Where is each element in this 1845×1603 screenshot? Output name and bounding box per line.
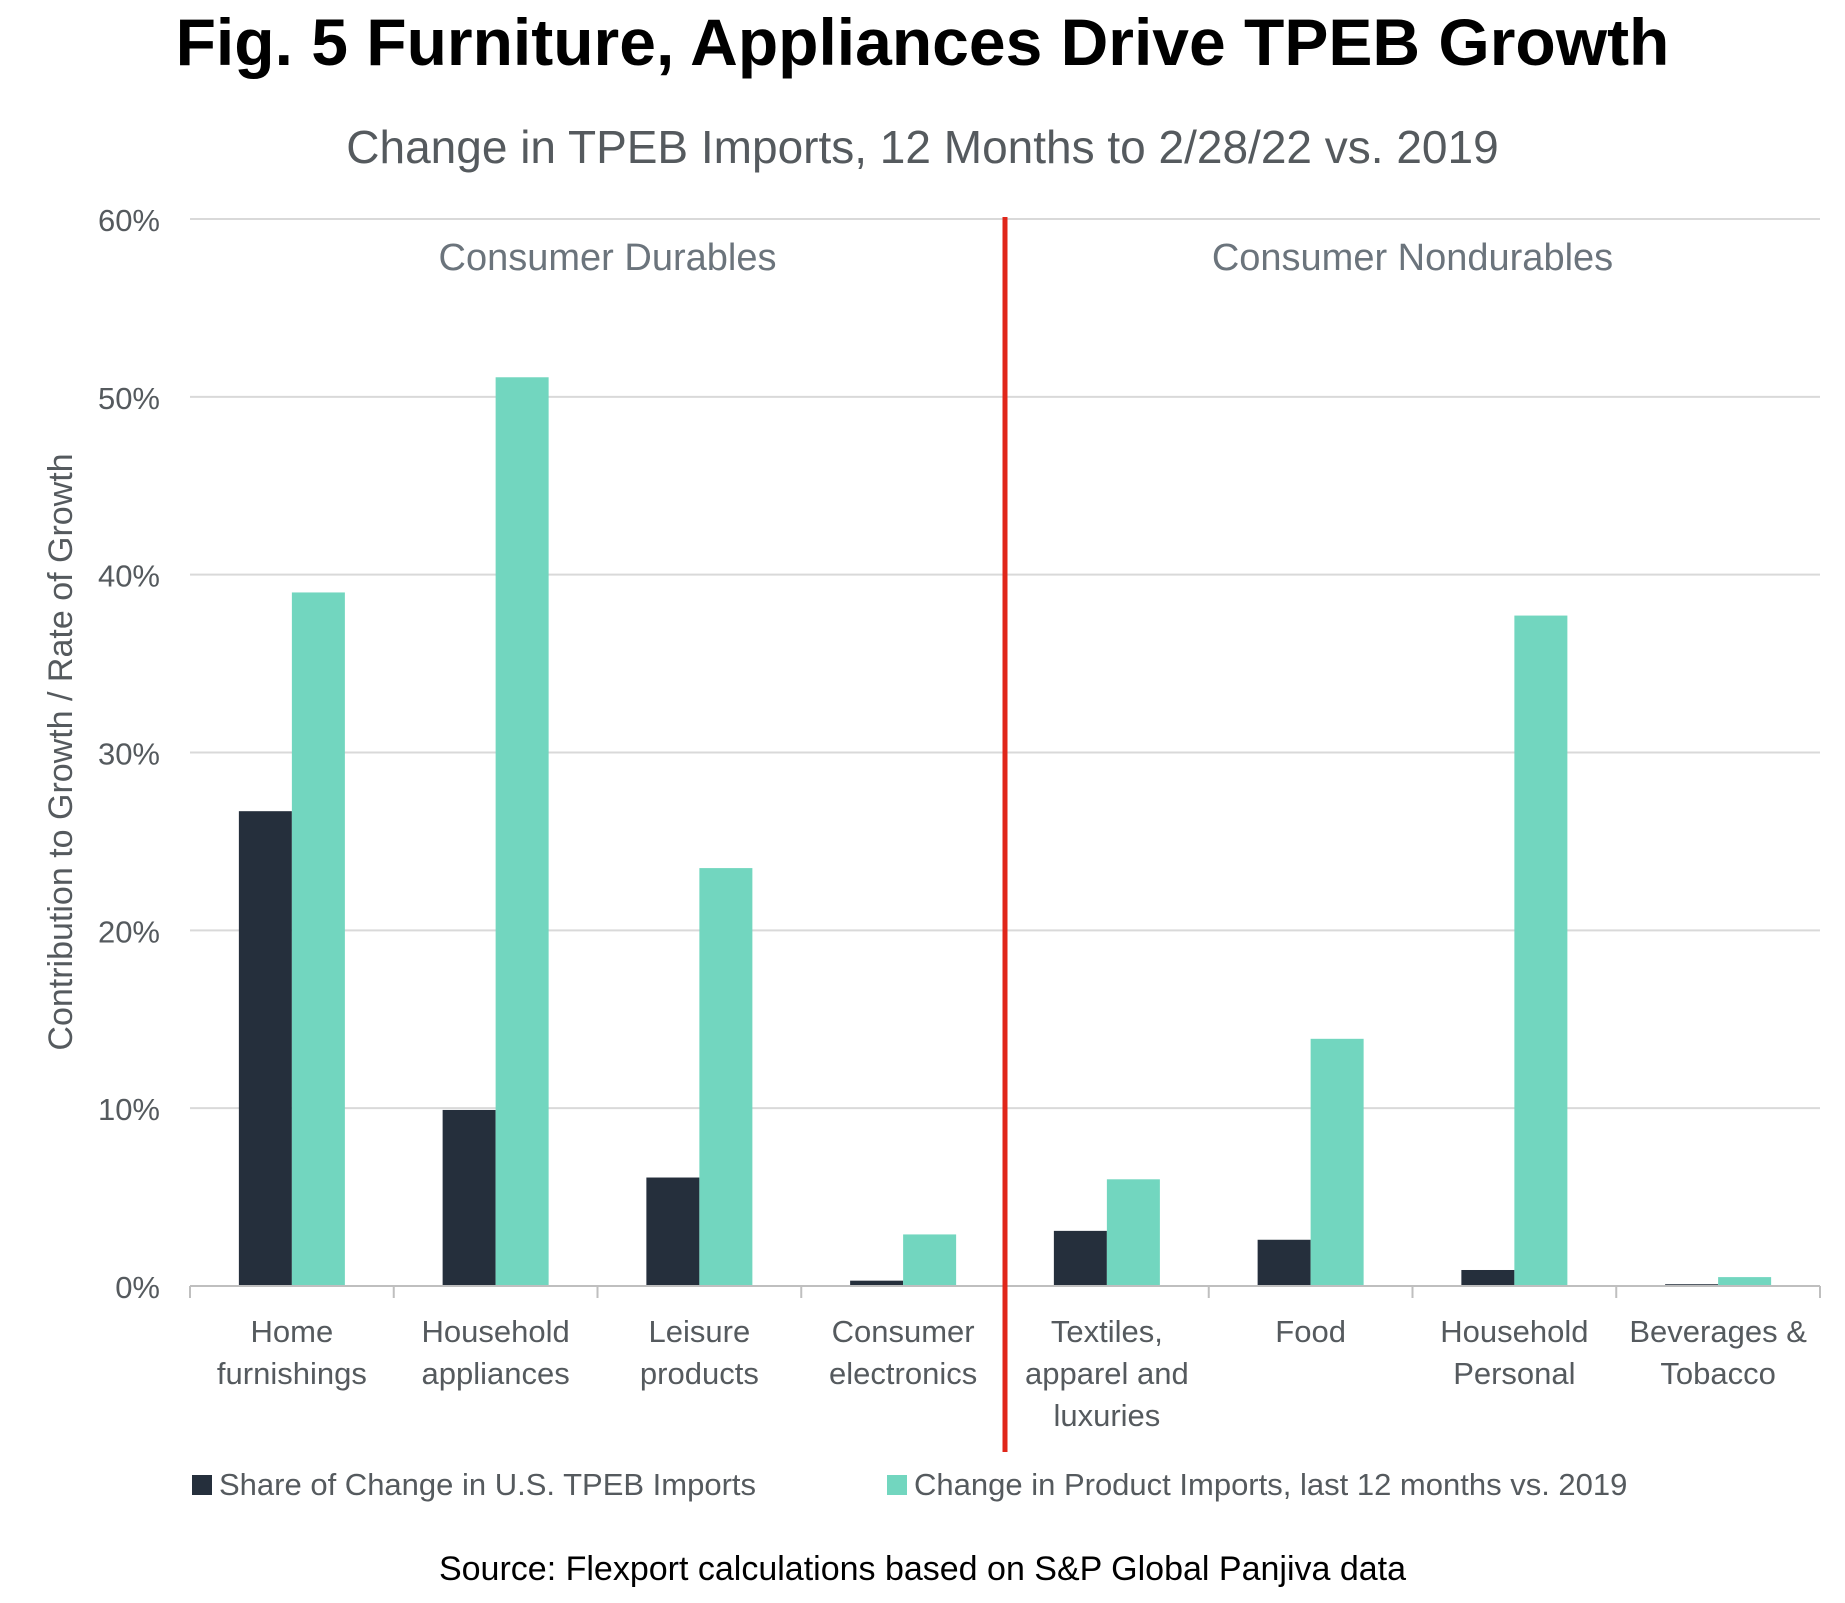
chart-title: Fig. 5 Furniture, Appliances Drive TPEB … xyxy=(175,5,1670,79)
legend-label-share: Share of Change in U.S. TPEB Imports xyxy=(219,1467,756,1502)
group-label-nondurables: Consumer Nondurables xyxy=(1212,237,1613,279)
group-labels: Consumer Durables Consumer Nondurables xyxy=(439,237,1614,279)
legend-label-product: Change in Product Imports, last 12 month… xyxy=(914,1467,1627,1502)
bar-share-of-change xyxy=(442,1109,496,1286)
y-tick-label: 30% xyxy=(98,737,160,772)
y-tick-label: 60% xyxy=(98,203,160,238)
bar-product-change xyxy=(291,592,345,1286)
x-tick-label: Household Personal xyxy=(1440,1314,1588,1391)
y-tick-label: 50% xyxy=(98,381,160,416)
x-tick-label: Leisure products xyxy=(640,1314,759,1391)
x-tick-label: Textiles, apparel and luxuries xyxy=(1025,1314,1189,1433)
x-tick-label: Home furnishings xyxy=(217,1314,367,1391)
bar-product-change xyxy=(1514,615,1568,1286)
legend-swatch-share xyxy=(192,1475,212,1495)
bar-product-change xyxy=(903,1234,957,1286)
bar-product-change xyxy=(1718,1277,1772,1286)
bar-share-of-change xyxy=(850,1280,904,1286)
chart-subtitle: Change in TPEB Imports, 12 Months to 2/2… xyxy=(346,121,1499,173)
bar-product-change xyxy=(495,377,549,1286)
x-tick-label: Beverages & Tobacco xyxy=(1629,1314,1807,1391)
y-tick-label: 20% xyxy=(98,914,160,949)
bars xyxy=(238,377,1772,1286)
bar-share-of-change xyxy=(646,1177,700,1286)
bar-share-of-change xyxy=(1053,1230,1107,1286)
group-label-durables: Consumer Durables xyxy=(439,237,777,279)
y-tick-label: 40% xyxy=(98,559,160,594)
legend: Share of Change in U.S. TPEB Imports Chan… xyxy=(192,1467,1627,1502)
x-tick-label: Household appliances xyxy=(422,1314,570,1391)
bar-product-change xyxy=(1310,1038,1364,1286)
y-tick-label: 0% xyxy=(115,1270,160,1305)
bar-share-of-change xyxy=(1257,1239,1311,1286)
legend-swatch-product xyxy=(887,1475,907,1495)
x-axis-labels: Home furnishings Household appliances Leisur… xyxy=(217,1314,1807,1433)
bar-share-of-change xyxy=(1461,1269,1515,1286)
y-axis-ticks: 0% 10% 20% 30% 40% 50% 60% xyxy=(98,203,160,1305)
y-axis-label: Contribution to Growth / Rate of Growth xyxy=(42,453,80,1050)
bar-chart: 0% 10% 20% 30% 40% 50% 60% Home furnishings Hous… xyxy=(42,203,1821,1502)
x-tick-label: Consumer electronics xyxy=(829,1314,977,1391)
source-note: Source: Flexport calculations based on S… xyxy=(438,1550,1407,1588)
y-tick-label: 10% xyxy=(98,1092,160,1127)
bar-product-change xyxy=(1106,1179,1160,1286)
bar-share-of-change xyxy=(238,811,292,1286)
x-tick-label: Food xyxy=(1275,1314,1346,1349)
bar-product-change xyxy=(699,868,753,1286)
